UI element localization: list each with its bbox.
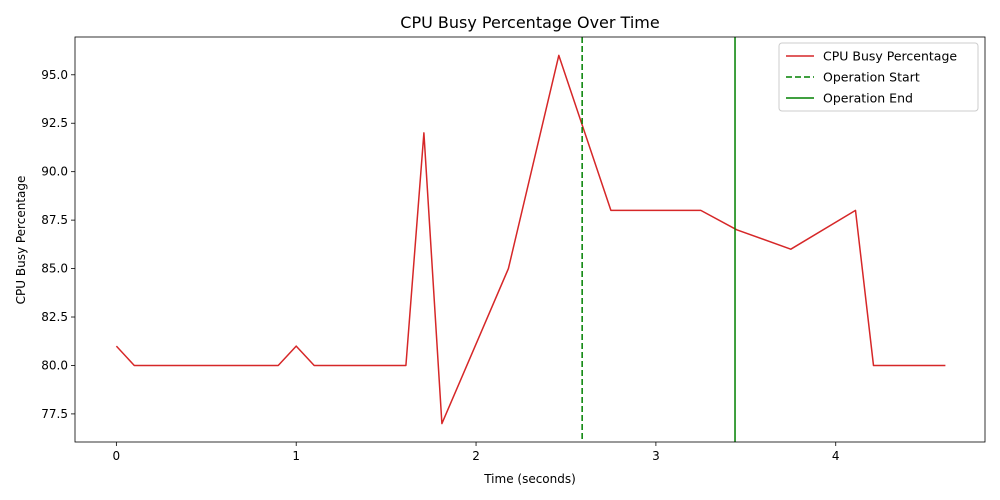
chart-title: CPU Busy Percentage Over Time <box>400 13 659 32</box>
y-axis-title: CPU Busy Percentage <box>14 176 28 305</box>
y-tick-label: 95.0 <box>41 68 68 82</box>
x-tick-label: 0 <box>113 449 121 463</box>
x-tick-label: 3 <box>652 449 660 463</box>
legend-item-operation-start-label: Operation Start <box>823 70 920 85</box>
y-tick-label: 92.5 <box>41 116 68 130</box>
legend-box <box>778 42 979 112</box>
plot-area <box>115 37 946 442</box>
y-tick-label: 77.5 <box>41 407 68 421</box>
legend-item-operation-end-label: Operation End <box>823 91 913 106</box>
y-tick-label: 85.0 <box>41 262 68 276</box>
y-tick-label: 90.0 <box>41 165 68 179</box>
x-axis-title: Time (seconds) <box>483 472 576 486</box>
y-tick-label: 80.0 <box>41 358 68 372</box>
x-tick-label: 4 <box>832 449 840 463</box>
x-tick-label: 2 <box>472 449 480 463</box>
legend: CPU Busy Percentage Operation Start Operat… <box>778 42 979 112</box>
legend-item-cpu-busy-label: CPU Busy Percentage <box>823 49 957 64</box>
y-axis: 77.5 80.0 82.5 85.0 87.5 90.0 92.5 95.0 <box>41 68 75 421</box>
series-line-cpu-busy <box>115 54 946 425</box>
y-tick-label: 87.5 <box>41 213 68 227</box>
x-axis: 0 1 2 3 4 <box>113 442 840 463</box>
y-tick-label: 82.5 <box>41 310 68 324</box>
x-tick-label: 1 <box>292 449 300 463</box>
plot-frame <box>74 36 986 443</box>
